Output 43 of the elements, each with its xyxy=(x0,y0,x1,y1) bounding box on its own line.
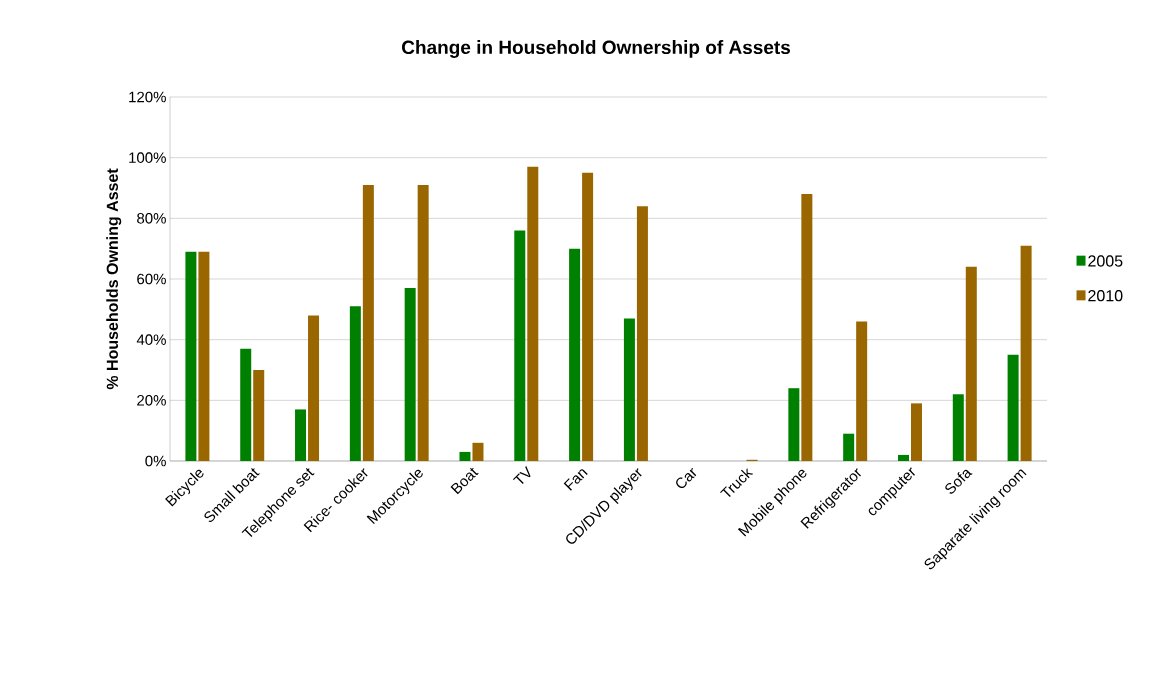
y-tick-label: 100% xyxy=(129,152,166,163)
bar xyxy=(788,388,800,461)
legend-label: 2005 xyxy=(1088,255,1123,267)
legend-label: 2010 xyxy=(1088,290,1123,302)
bar xyxy=(198,251,210,461)
bar xyxy=(843,433,855,461)
bar xyxy=(801,194,813,461)
bar xyxy=(417,184,429,461)
x-tick-label: TV xyxy=(512,466,531,485)
chart-title: Change in Household Ownership of Assets xyxy=(402,40,791,58)
y-tick-label: 80% xyxy=(137,213,166,224)
bar xyxy=(623,318,635,461)
bar xyxy=(240,348,252,461)
bar xyxy=(295,409,307,461)
bar xyxy=(569,248,581,461)
bar xyxy=(349,306,361,461)
bar xyxy=(965,266,977,461)
bar xyxy=(582,172,594,461)
bar xyxy=(856,321,868,461)
bar xyxy=(1020,245,1032,461)
y-tick-label: 120% xyxy=(129,91,166,103)
bar xyxy=(185,251,197,461)
y-tick-label: 60% xyxy=(137,273,166,285)
bar xyxy=(952,394,964,461)
bar xyxy=(636,206,648,461)
y-tick-label: 40% xyxy=(136,334,166,345)
y-tick-label: 0% xyxy=(145,455,166,467)
bar xyxy=(459,451,471,461)
bar xyxy=(472,442,484,461)
bar xyxy=(404,288,416,461)
bar xyxy=(308,315,320,461)
bar xyxy=(253,370,265,461)
bar xyxy=(527,166,539,461)
y-tick-label: 20% xyxy=(137,395,166,406)
bar xyxy=(897,454,909,461)
x-tick-label: Car xyxy=(676,467,697,489)
y-axis-title: % Households Owning Asset xyxy=(106,168,122,390)
x-tick-label: Sofa xyxy=(945,469,973,494)
bar xyxy=(910,403,922,461)
bar xyxy=(1007,354,1019,461)
x-tick-label: Fan xyxy=(563,469,588,491)
bar xyxy=(362,184,374,461)
bar xyxy=(514,230,526,461)
